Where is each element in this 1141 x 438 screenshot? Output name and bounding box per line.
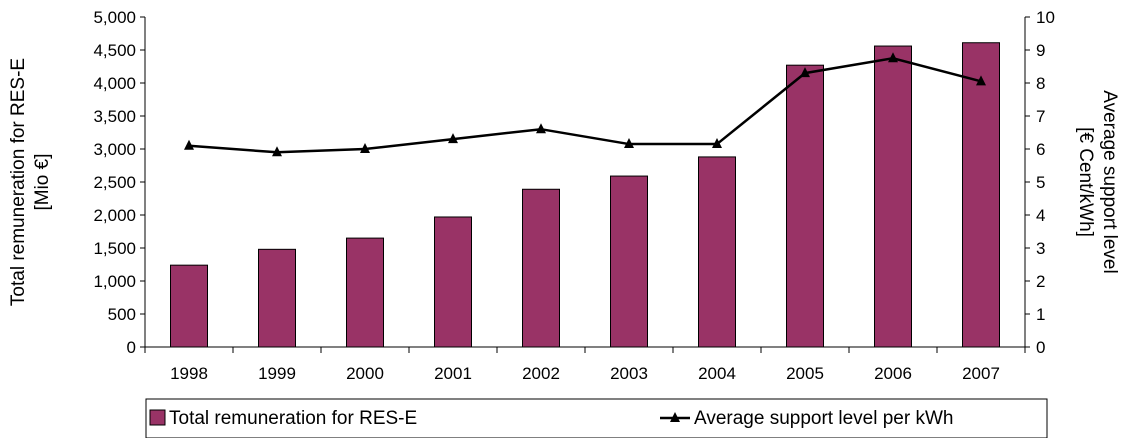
support-level-point-2003 <box>624 138 634 149</box>
right-tick-label: 3 <box>1036 239 1045 258</box>
x-tick-label-1998: 1998 <box>170 364 208 383</box>
right-tick-label: 1 <box>1036 305 1045 324</box>
support-level-point-2001 <box>448 133 458 144</box>
legend: Total remuneration for RES-E Average sup… <box>145 398 1048 438</box>
bar-1998 <box>170 264 208 348</box>
x-tick-label-1999: 1999 <box>258 364 296 383</box>
left-tick-label: 2,000 <box>93 206 136 225</box>
x-tick-label-2001: 2001 <box>434 364 472 383</box>
left-tick-label: 500 <box>108 305 136 324</box>
support-level-point-2000 <box>360 143 370 153</box>
left-tick-label: 1,500 <box>93 239 136 258</box>
bar-2004 <box>698 156 736 348</box>
left-axis-tick-labels: 0 500 1,000 1,500 2,000 2,500 3,000 3,500 4,000 4… <box>93 8 136 357</box>
bar-2000 <box>346 237 384 348</box>
bar-2002 <box>522 188 560 348</box>
support-level-point-2007 <box>976 75 986 86</box>
bar-2007 <box>962 42 1000 348</box>
left-tick-label: 1,000 <box>93 272 136 291</box>
legend-swatch-marker <box>670 412 680 422</box>
x-tick-label-2000: 2000 <box>346 364 384 383</box>
left-tick-label: 2,500 <box>93 173 136 192</box>
support-level-point-2002 <box>536 123 546 134</box>
axes <box>140 16 1030 353</box>
left-tick-label: 0 <box>127 338 136 357</box>
left-tick-label: 3,500 <box>93 107 136 126</box>
left-tick-label: 5,000 <box>93 8 136 27</box>
legend-swatch-bar <box>149 409 166 426</box>
right-tick-label: 4 <box>1036 206 1045 225</box>
support-level-point-1998 <box>184 139 194 150</box>
right-tick-label: 7 <box>1036 107 1045 126</box>
x-tick-label-2007: 2007 <box>962 364 1000 383</box>
right-tick-label: 5 <box>1036 173 1045 192</box>
x-tick-label-2002: 2002 <box>522 364 560 383</box>
right-axis-title-line1: Average support level <box>1099 90 1120 273</box>
right-tick-label: 8 <box>1036 74 1045 93</box>
bar-2005 <box>786 64 824 348</box>
x-tick-label-2003: 2003 <box>610 364 648 383</box>
legend-label-bar: Total remuneration for RES-E <box>169 408 417 429</box>
support-level-line <box>188 56 982 154</box>
x-tick-label-2005: 2005 <box>786 364 824 383</box>
left-tick-label: 4,000 <box>93 74 136 93</box>
left-axis-title-line1: Total remuneration for RES-E <box>8 58 29 306</box>
bar-2006 <box>874 45 912 348</box>
support-level-point-2004 <box>712 138 722 149</box>
legend-frame <box>145 398 1048 438</box>
support-level-point-2005 <box>800 67 810 78</box>
bar-series <box>170 42 1000 348</box>
right-axis-title-line2: [€ Cent/kWh] <box>1075 127 1096 237</box>
bar-2003 <box>610 175 648 348</box>
legend-label-line: Average support level per kWh <box>694 408 953 429</box>
support-level-point-1999 <box>272 146 282 157</box>
bar-1999 <box>258 248 296 348</box>
right-tick-label: 2 <box>1036 272 1045 291</box>
left-axis-title-line2: [Mio €] <box>32 153 53 210</box>
x-tick-label-2006: 2006 <box>874 364 912 383</box>
right-axis-tick-labels: 0 1 2 3 4 5 6 7 8 9 10 <box>1036 8 1055 357</box>
left-tick-label: 4,500 <box>93 41 136 60</box>
left-tick-label: 3,000 <box>93 140 136 159</box>
right-tick-label: 0 <box>1036 338 1045 357</box>
x-tick-label-2004: 2004 <box>698 364 736 383</box>
line-series <box>184 52 986 157</box>
right-tick-label: 10 <box>1036 8 1055 27</box>
right-tick-label: 6 <box>1036 140 1045 159</box>
x-axis-tick-labels: 1998 1999 2000 2001 2002 2003 2004 2005 2006 2007 <box>170 364 1000 383</box>
bar-2001 <box>434 216 472 348</box>
support-level-point-2006 <box>888 52 898 63</box>
right-tick-label: 9 <box>1036 41 1045 60</box>
